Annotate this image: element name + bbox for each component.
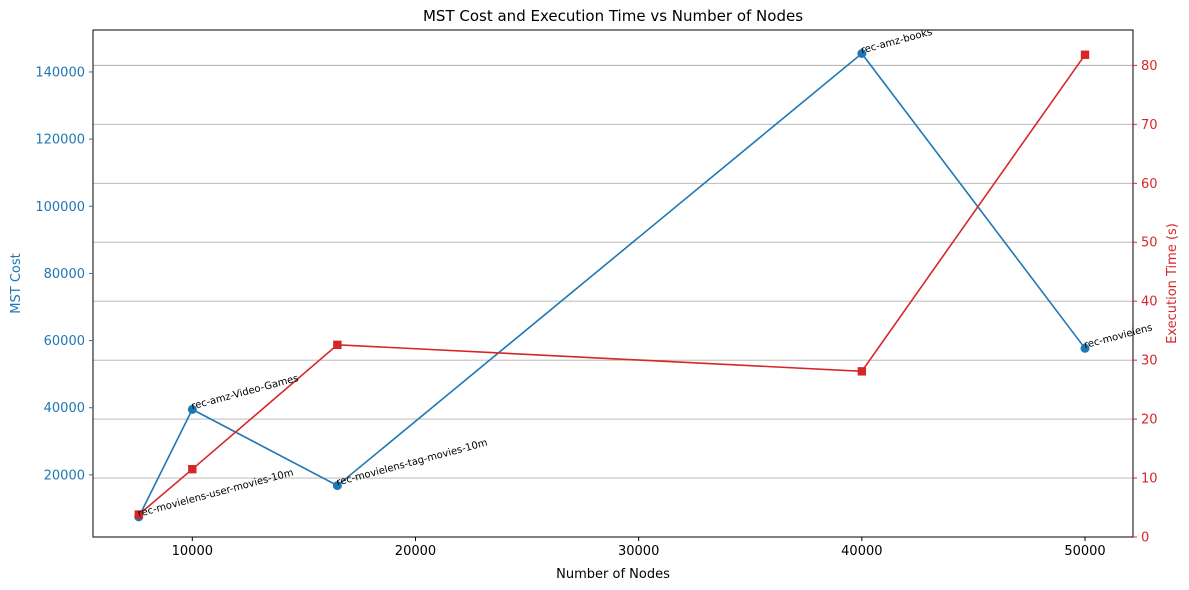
series-layer: [134, 49, 1090, 522]
y-right-tick-label: 10: [1141, 472, 1158, 487]
point-annotation: rec-movielens-tag-movies-10m: [335, 438, 488, 489]
y-left-tick-label: 60000: [44, 334, 85, 349]
y-left-tick-label: 100000: [35, 200, 85, 215]
grid-layer: [93, 64, 1133, 538]
y-axis-title-right: Execution Time (s): [1165, 223, 1180, 344]
y-left-tick-label: 40000: [44, 401, 85, 416]
point-annotation: rec-movielens: [1083, 322, 1154, 351]
point-annotation: rec-amz-Video-Games: [190, 373, 300, 412]
y-right-tick-label: 0: [1141, 531, 1149, 546]
y-right-tick-label: 40: [1141, 295, 1158, 310]
y-right-tick-label: 30: [1141, 354, 1158, 369]
y-left-tick-label: 20000: [44, 468, 85, 483]
y-right-tick-label: 80: [1141, 59, 1158, 74]
axis-layer: 10000 20000 30000 40000 50000 20000 40000 60000…: [35, 59, 1157, 559]
y-right-tick-label: 70: [1141, 118, 1158, 133]
x-tick-label: 20000: [395, 544, 436, 559]
y-left-tick-label: 120000: [35, 133, 85, 148]
data-point-square: [134, 510, 143, 519]
chart-title: MST Cost and Execution Time vs Number of…: [423, 7, 803, 25]
y-axis-title-left: MST Cost: [9, 253, 24, 313]
y-right-tick-label: 50: [1141, 236, 1158, 251]
series-line-left: [138, 52, 1086, 518]
y-left-tick-label: 80000: [44, 267, 85, 282]
series-line-right: [138, 54, 1086, 516]
data-point-square: [857, 367, 867, 376]
x-tick-label: 30000: [618, 544, 659, 559]
y-left-tick-label: 140000: [35, 65, 85, 80]
annotation-layer: rec-movielens-user-movies-10m rec-amz-Vid…: [137, 27, 1154, 520]
y-right-tick-label: 20: [1141, 413, 1158, 428]
data-point-circle: [332, 481, 342, 491]
x-tick-label: 40000: [841, 544, 882, 559]
y-right-tick-label: 60: [1141, 177, 1158, 192]
x-tick-label: 50000: [1064, 544, 1105, 559]
data-point-square: [1080, 50, 1090, 59]
data-point-circle: [857, 49, 867, 59]
point-annotation: rec-amz-books: [860, 27, 934, 57]
data-point-circle: [187, 404, 197, 414]
x-tick-label: 10000: [172, 544, 213, 559]
data-point-square: [188, 465, 197, 474]
x-axis-title: Number of Nodes: [556, 567, 670, 582]
data-point-square: [333, 340, 342, 350]
data-point-circle: [1080, 343, 1090, 353]
plot-frame: [92, 29, 1134, 538]
point-annotation: rec-movielens-user-movies-10m: [137, 468, 295, 520]
